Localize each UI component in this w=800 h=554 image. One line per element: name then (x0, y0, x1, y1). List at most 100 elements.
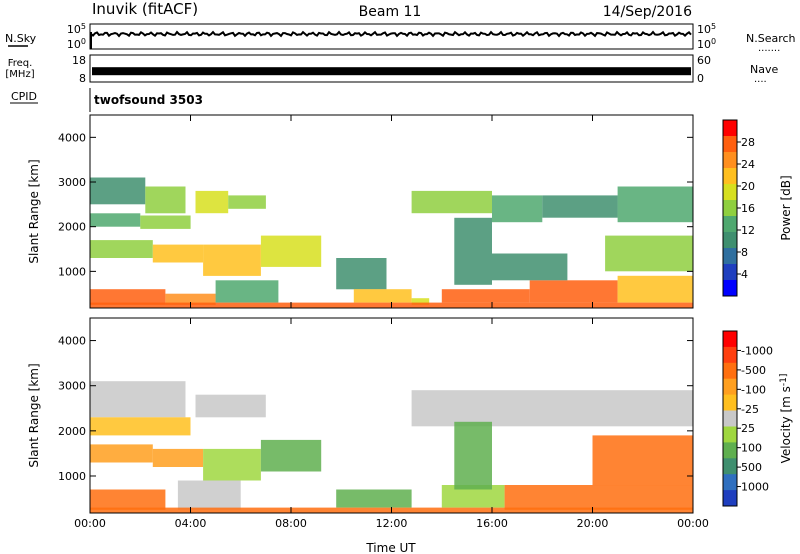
beam-title: Beam 11 (359, 4, 422, 20)
heatmap-region (152, 448, 204, 467)
heatmap-region (542, 195, 618, 218)
heatmap-region (90, 213, 141, 227)
colorbar-swatch (723, 346, 737, 364)
colorbar-label: Power [dB] (779, 175, 793, 240)
x-tick-label: 16:00 (476, 517, 508, 530)
heatmap-region (441, 485, 505, 508)
freq-panel-frame (89, 54, 694, 83)
station-title: Inuvik (fitACF) (92, 0, 198, 18)
colorbar-tick-label: 4 (741, 268, 748, 281)
heatmap-region (411, 390, 693, 427)
heatmap-region (165, 293, 216, 305)
nave-right-tick: 60 (697, 54, 711, 67)
colorbar-tick-label: 24 (741, 158, 755, 171)
heatmap-region (617, 275, 693, 303)
colorbar-swatch (723, 410, 737, 427)
heatmap-region (195, 190, 229, 214)
heatmap-region (492, 253, 568, 281)
colorbar-tick-label: -1000 (741, 344, 773, 357)
heatmap-region (90, 381, 186, 418)
colorbar-label: Velocity [m s-1] (779, 374, 793, 464)
heatmap-region (152, 244, 204, 263)
y-axis-label: Slant Range [km] (27, 363, 41, 467)
colorbar-swatch (723, 200, 737, 217)
colorbar-swatch (723, 168, 737, 185)
x-tick-label: 00:00 (74, 517, 106, 530)
y-tick-label: 1000 (58, 470, 86, 483)
heatmap-region (605, 235, 693, 272)
heatmap-region (504, 485, 693, 510)
colorbar-tick-label: 8 (741, 246, 748, 259)
colorbar-swatch (723, 394, 737, 411)
heatmap-region (140, 215, 191, 229)
colorbar-tick-label: 500 (741, 461, 762, 474)
nsky-panel-frame (89, 23, 694, 50)
heatmap-region (454, 421, 492, 490)
nave-legend-dots: .... (754, 74, 767, 85)
nave-right-tick: 0 (697, 72, 704, 85)
nsky-right-tick: 105 (697, 22, 716, 36)
nsky-right-tick: 100 (697, 37, 716, 51)
heatmap-region (195, 394, 266, 418)
heatmap-region (260, 439, 322, 472)
colorbar-swatch (723, 474, 737, 491)
heatmap-region (90, 489, 166, 510)
freq-left-tick: 8 (79, 72, 86, 85)
y-tick-label: 2000 (58, 221, 86, 234)
freq-label-line1: Freq. (8, 58, 33, 69)
colorbar-tick-label: -25 (741, 403, 759, 416)
colorbar-swatch (723, 426, 737, 443)
x-tick-label: 12:00 (376, 517, 408, 530)
colorbar-swatch (723, 136, 737, 153)
colorbar-swatch (723, 331, 737, 348)
cpid-label: CPID (11, 90, 37, 103)
nsearch-label: N.Search (746, 32, 796, 45)
y-tick-label: 4000 (58, 131, 86, 144)
heatmap-region (411, 190, 492, 214)
x-tick-label: 04:00 (175, 517, 207, 530)
heatmap-region (145, 186, 186, 214)
heatmap-region (203, 448, 261, 481)
heatmap-region (260, 235, 322, 267)
nsky-label: N.Sky (5, 32, 37, 45)
x-tick-label: 08:00 (275, 517, 307, 530)
nsky-trace (90, 30, 692, 38)
colorbar-swatch (723, 378, 737, 396)
heatmap-region (441, 289, 530, 303)
colorbar-swatch (723, 232, 737, 249)
colorbar-frame (722, 330, 738, 507)
heatmap-region (454, 217, 492, 285)
colorbar-swatch (723, 490, 737, 507)
colorbar-tick-label: 20 (741, 180, 755, 193)
heatmap-region (617, 186, 693, 223)
x-tick-label: 00:00 (677, 517, 709, 530)
colorbar-swatch (723, 264, 737, 281)
heatmap-region (353, 289, 412, 303)
y-axis-label: Slant Range [km] (27, 159, 41, 263)
heatmap-region (336, 258, 387, 290)
heatmap-region (592, 435, 693, 486)
heatmap-region (177, 480, 241, 510)
heatmap-region (203, 244, 261, 276)
heatmap-region (90, 289, 166, 305)
cpid-value: twofsound 3503 (94, 93, 203, 107)
nsky-left-tick: 105 (67, 22, 86, 36)
y-tick-label: 4000 (58, 335, 86, 348)
heatmap-region (336, 489, 412, 508)
colorbar-swatch (723, 152, 737, 169)
heatmap-region (90, 240, 153, 258)
heatmap-region (529, 280, 618, 303)
colorbar-swatch (723, 184, 737, 201)
nave-label: Nave (750, 63, 778, 76)
y-tick-label: 3000 (58, 380, 86, 393)
heatmap-region (90, 177, 146, 205)
heatmap-region (90, 444, 153, 463)
freq-label-line2: [MHz] (5, 69, 34, 80)
colorbar-swatch (723, 216, 737, 233)
colorbar-tick-label: 1000 (741, 481, 769, 494)
colorbar-swatch (723, 442, 737, 459)
freq-trace (92, 67, 691, 76)
nsearch-legend-dots: ....... (758, 43, 780, 54)
colorbar-tick-label: -100 (741, 383, 766, 396)
